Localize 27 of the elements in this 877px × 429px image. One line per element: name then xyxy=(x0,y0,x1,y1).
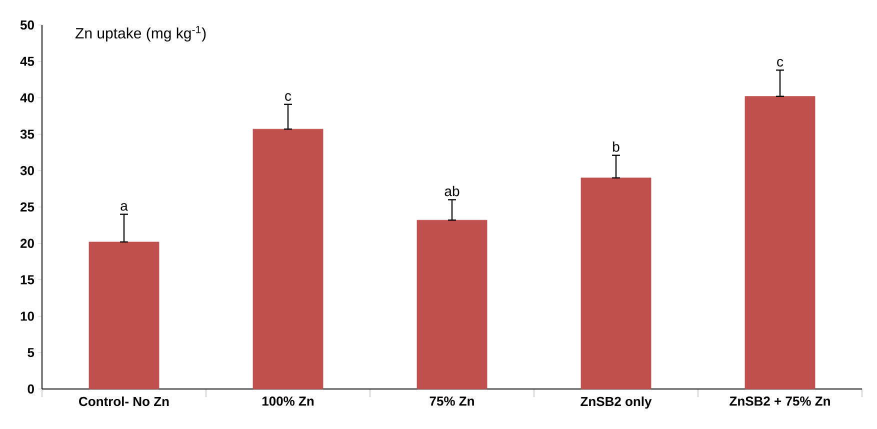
y-tick-label: 50 xyxy=(20,20,34,30)
bar xyxy=(88,242,160,390)
y-tick-label: 15 xyxy=(20,275,34,284)
chart-title: Zn uptake (mg kg$^{-1}$) xyxy=(76,26,206,42)
y-tick-label: 0 xyxy=(28,384,34,394)
annotation: b xyxy=(613,142,620,152)
y-tick-label: 25 xyxy=(20,202,34,212)
y-tick-label: 10 xyxy=(20,312,34,321)
x-tick-label: 75% Zn xyxy=(430,396,474,406)
bar xyxy=(744,96,816,390)
bar xyxy=(416,220,488,390)
bar xyxy=(580,178,652,390)
y-tick-label: 45 xyxy=(20,56,34,66)
annotation: c xyxy=(777,58,784,67)
y-tick-label: 35 xyxy=(20,130,34,139)
bar xyxy=(252,128,324,390)
y-tick-label: 40 xyxy=(20,93,34,102)
annotation: ab xyxy=(444,186,460,196)
x-tick-label: Control- No Zn xyxy=(79,396,169,406)
x-tick-label: ZnSB2 + 75% Zn xyxy=(730,396,830,406)
y-tick-label: 20 xyxy=(20,238,34,248)
x-tick-label: ZnSB2 only xyxy=(580,396,652,409)
x-tick-label: 100% Zn xyxy=(262,396,314,406)
annotation: a xyxy=(120,203,128,211)
annotation: c xyxy=(285,93,292,101)
y-tick-label: 5 xyxy=(28,348,34,358)
y-tick-label: 30 xyxy=(20,166,34,176)
